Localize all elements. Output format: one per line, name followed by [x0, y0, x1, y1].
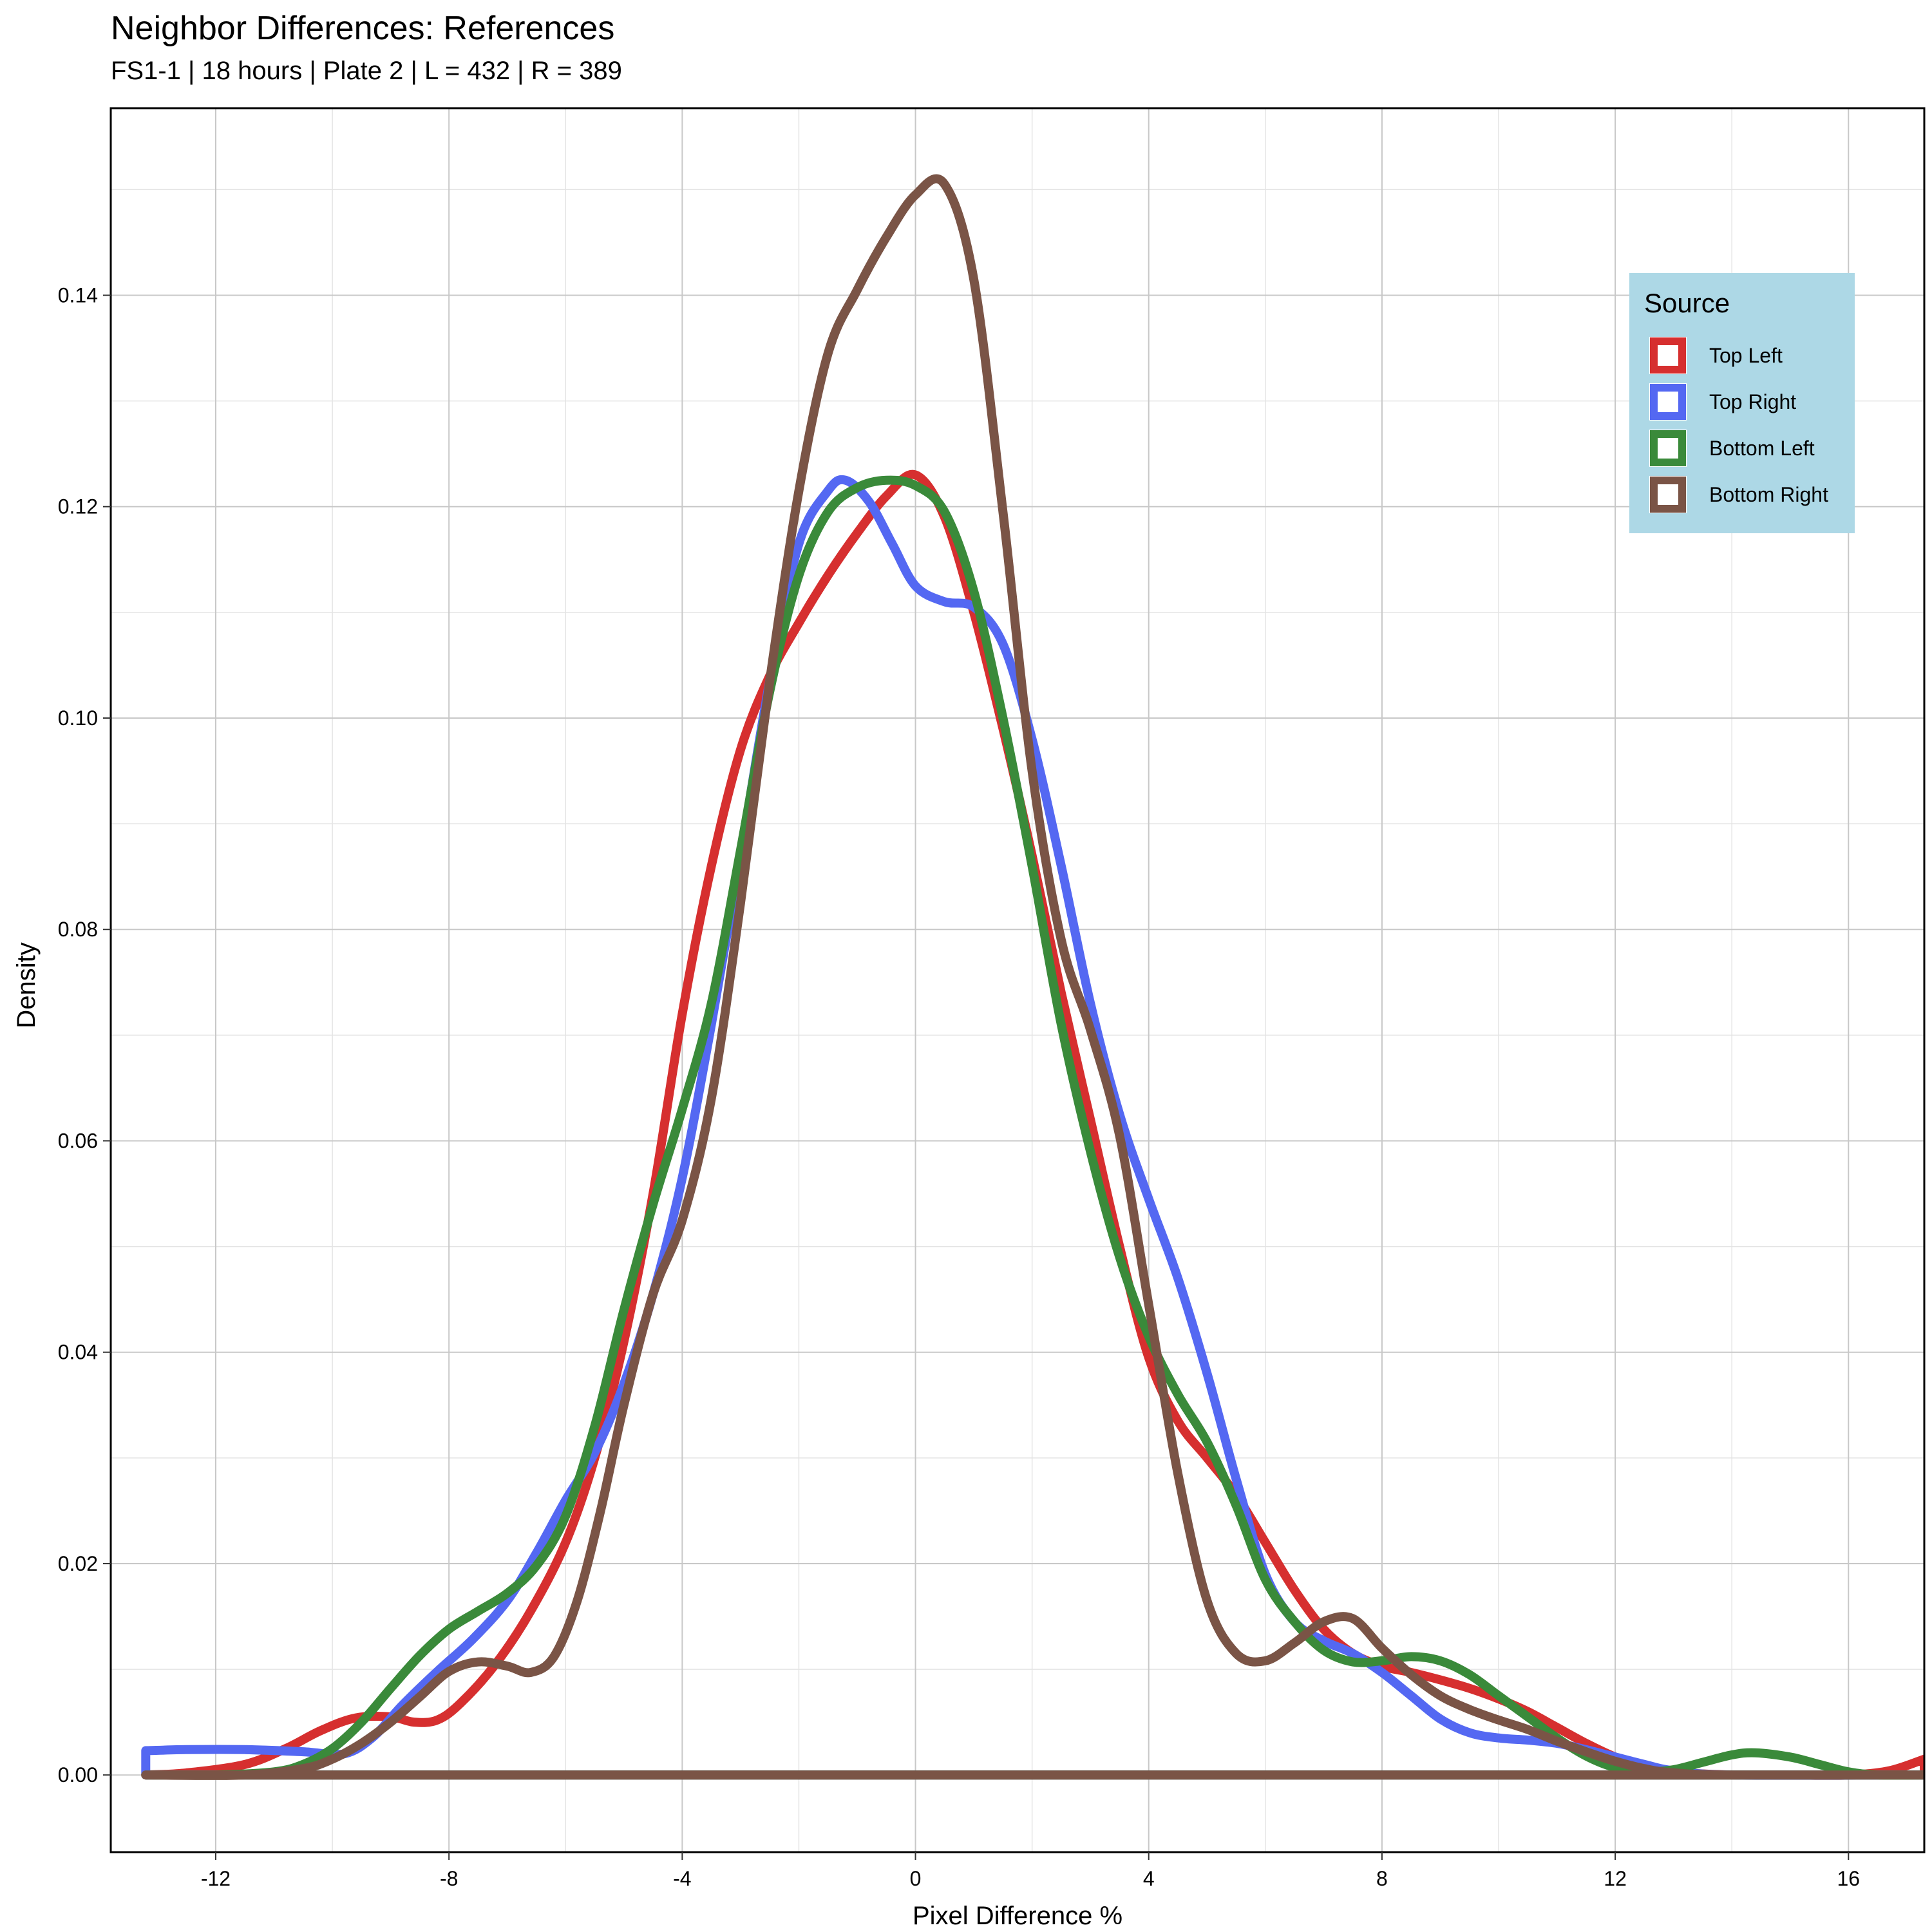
legend-key-bottom-left [1650, 430, 1686, 466]
x-tick-label: -4 [673, 1867, 691, 1890]
series-line-top-right [141, 475, 1924, 1780]
legend-key-top-right [1650, 384, 1686, 420]
minor-gridlines [111, 108, 1924, 1852]
x-axis-label: Pixel Difference % [913, 1902, 1122, 1930]
y-tick-label: 0.00 [58, 1763, 98, 1786]
x-tick-label: 0 [910, 1867, 922, 1890]
legend-label-bottom-right: Bottom Right [1709, 483, 1828, 506]
y-tick-label: 0.14 [58, 283, 98, 307]
y-tick-label: 0.04 [58, 1341, 98, 1364]
x-tick-label: 4 [1143, 1867, 1155, 1890]
y-axis: 0.00 0.02 0.04 0.06 0.08 0.10 0.12 0.14 [58, 283, 111, 1786]
x-axis: -12 -8 -4 0 4 8 12 16 [201, 1852, 1860, 1890]
x-tick-label: -8 [440, 1867, 458, 1890]
y-axis-label: Density [12, 942, 41, 1028]
legend-items: Top Left Top Right Bottom Left Bottom Right [1649, 337, 1828, 513]
x-tick-label: 12 [1604, 1867, 1627, 1890]
panel-border [109, 107, 1926, 1853]
x-tick-label: 16 [1837, 1867, 1860, 1890]
series-layer [141, 174, 1924, 1780]
legend-key-top-left [1650, 337, 1686, 374]
legend-label-top-left: Top Left [1709, 344, 1783, 367]
legend: Source Top Left Top Right Bottom Left Botto… [1629, 273, 1855, 533]
legend-title: Source [1644, 288, 1730, 318]
x-tick-label: 8 [1376, 1867, 1388, 1890]
y-tick-label: 0.12 [58, 495, 98, 518]
chart-title: Neighbor Differences: References [111, 10, 615, 47]
y-tick-label: 0.06 [58, 1129, 98, 1152]
series-line-bottom-right [141, 174, 1924, 1780]
y-tick-label: 0.08 [58, 918, 98, 941]
chart-subtitle: FS1-1 | 18 hours | Plate 2 | L = 432 | R… [111, 57, 622, 85]
legend-key-bottom-right [1650, 477, 1686, 513]
y-tick-label: 0.02 [58, 1552, 98, 1575]
legend-label-top-right: Top Right [1709, 390, 1796, 413]
series-line-top-left [141, 469, 1924, 1780]
y-tick-label: 0.10 [58, 706, 98, 730]
legend-label-bottom-left: Bottom Left [1709, 437, 1815, 460]
x-tick-label: -12 [201, 1867, 231, 1890]
major-gridlines [111, 108, 1924, 1852]
series-line-bottom-left [141, 475, 1924, 1780]
